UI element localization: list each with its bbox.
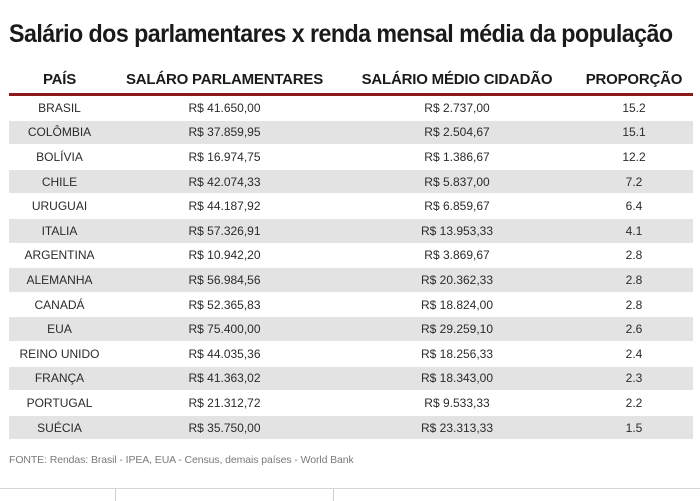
cell-citizen-salary: R$ 29.259,10: [339, 316, 575, 342]
table-row: FRANÇA R$ 41.363,02 R$ 18.343,00 2.3: [9, 366, 693, 392]
table-row: ARGENTINA R$ 10.942,20 R$ 3.869,67 2.8: [9, 243, 693, 269]
cell-ratio: 2.3: [575, 366, 693, 392]
table-row: CANADÁ R$ 52.365,83 R$ 18.824,00 2.8: [9, 292, 693, 318]
cell-citizen-salary: R$ 13.953,33: [339, 218, 575, 244]
table-row: ALEMANHA R$ 56.984,56 R$ 20.362,33 2.8: [9, 267, 693, 293]
cell-parliament-salary: R$ 21.312,72: [110, 390, 339, 416]
cell-country: PORTUGAL: [9, 390, 110, 416]
cell-citizen-salary: R$ 2.504,67: [339, 120, 575, 146]
cell-ratio: 12.2: [575, 144, 693, 170]
cell-ratio: 2.4: [575, 341, 693, 367]
cell-citizen-salary: R$ 1.386,67: [339, 144, 575, 170]
cell-parliament-salary: R$ 44.187,92: [110, 193, 339, 219]
table-row: URUGUAI R$ 44.187,92 R$ 6.859,67 6.4: [9, 193, 693, 219]
cell-citizen-salary: R$ 6.859,67: [339, 193, 575, 219]
table-row: PORTUGAL R$ 21.312,72 R$ 9.533,33 2.2: [9, 390, 693, 416]
cell-citizen-salary: R$ 20.362,33: [339, 267, 575, 293]
cell-country: ARGENTINA: [9, 243, 110, 269]
table-row: ITALIA R$ 57.326,91 R$ 13.953,33 4.1: [9, 218, 693, 244]
cell-parliament-salary: R$ 52.365,83: [110, 292, 339, 318]
source-note: FONTE: Rendas: Brasil - IPEA, EUA - Cens…: [9, 454, 354, 466]
cell-parliament-salary: R$ 37.859,95: [110, 120, 339, 146]
cell-ratio: 7.2: [575, 169, 693, 195]
table-row: EUA R$ 75.400,00 R$ 29.259,10 2.6: [9, 316, 693, 342]
table-body: BRASIL R$ 41.650,00 R$ 2.737,00 15.2 COLÔMBI…: [9, 94, 693, 441]
cell-parliament-salary: R$ 41.650,00: [110, 94, 339, 121]
footer-tick: [115, 489, 116, 501]
table-row: REINO UNIDO R$ 44.035,36 R$ 18.256,33 2.4: [9, 341, 693, 367]
cell-citizen-salary: R$ 3.869,67: [339, 243, 575, 269]
cell-country: EUA: [9, 316, 110, 342]
salary-table: PAÍS SALÁRO PARLAMENTARES SALÁRIO MÉDIO …: [9, 66, 693, 441]
table-row: BOLÍVIA R$ 16.974,75 R$ 1.386,67 12.2: [9, 144, 693, 170]
header-citizen-salary: SALÁRIO MÉDIO CIDADÃO: [339, 66, 575, 96]
header-ratio: PROPORÇÃO: [575, 66, 693, 96]
footer-tick: [333, 489, 334, 501]
footer-divider: [0, 488, 700, 501]
cell-parliament-salary: R$ 75.400,00: [110, 316, 339, 342]
cell-parliament-salary: R$ 35.750,00: [110, 415, 339, 441]
cell-parliament-salary: R$ 42.074,33: [110, 169, 339, 195]
cell-country: REINO UNIDO: [9, 341, 110, 367]
cell-ratio: 2.6: [575, 316, 693, 342]
cell-country: BOLÍVIA: [9, 144, 110, 170]
cell-country: CHILE: [9, 169, 110, 195]
cell-country: ITALIA: [9, 218, 110, 244]
cell-country: URUGUAI: [9, 193, 110, 219]
table-row: COLÔMBIA R$ 37.859,95 R$ 2.504,67 15.1: [9, 120, 693, 146]
header-row: PAÍS SALÁRO PARLAMENTARES SALÁRIO MÉDIO …: [9, 66, 693, 96]
table-row: SUÉCIA R$ 35.750,00 R$ 23.313,33 1.5: [9, 415, 693, 441]
cell-ratio: 1.5: [575, 415, 693, 441]
cell-ratio: 4.1: [575, 218, 693, 244]
cell-ratio: 2.8: [575, 243, 693, 269]
cell-country: BRASIL: [9, 94, 110, 121]
table-row: CHILE R$ 42.074,33 R$ 5.837,00 7.2: [9, 169, 693, 195]
table-header: PAÍS SALÁRO PARLAMENTARES SALÁRIO MÉDIO …: [9, 66, 693, 96]
cell-country: CANADÁ: [9, 292, 110, 318]
header-parliament-salary: SALÁRO PARLAMENTARES: [110, 66, 339, 96]
cell-ratio: 2.8: [575, 292, 693, 318]
cell-country: COLÔMBIA: [9, 120, 110, 146]
cell-parliament-salary: R$ 44.035,36: [110, 341, 339, 367]
chart-title: Salário dos parlamentares x renda mensal…: [9, 20, 673, 48]
cell-parliament-salary: R$ 16.974,75: [110, 144, 339, 170]
cell-ratio: 15.1: [575, 120, 693, 146]
cell-citizen-salary: R$ 18.343,00: [339, 366, 575, 392]
table-row: BRASIL R$ 41.650,00 R$ 2.737,00 15.2: [9, 94, 693, 121]
cell-country: SUÉCIA: [9, 415, 110, 441]
cell-country: FRANÇA: [9, 366, 110, 392]
header-country: PAÍS: [9, 66, 110, 96]
cell-ratio: 6.4: [575, 193, 693, 219]
data-table-container: PAÍS SALÁRO PARLAMENTARES SALÁRIO MÉDIO …: [9, 66, 693, 441]
cell-citizen-salary: R$ 18.824,00: [339, 292, 575, 318]
cell-citizen-salary: R$ 9.533,33: [339, 390, 575, 416]
cell-country: ALEMANHA: [9, 267, 110, 293]
cell-ratio: 2.2: [575, 390, 693, 416]
cell-parliament-salary: R$ 41.363,02: [110, 366, 339, 392]
cell-citizen-salary: R$ 18.256,33: [339, 341, 575, 367]
cell-parliament-salary: R$ 10.942,20: [110, 243, 339, 269]
cell-parliament-salary: R$ 57.326,91: [110, 218, 339, 244]
cell-ratio: 15.2: [575, 94, 693, 121]
cell-citizen-salary: R$ 2.737,00: [339, 94, 575, 121]
cell-ratio: 2.8: [575, 267, 693, 293]
cell-citizen-salary: R$ 5.837,00: [339, 169, 575, 195]
cell-parliament-salary: R$ 56.984,56: [110, 267, 339, 293]
cell-citizen-salary: R$ 23.313,33: [339, 415, 575, 441]
